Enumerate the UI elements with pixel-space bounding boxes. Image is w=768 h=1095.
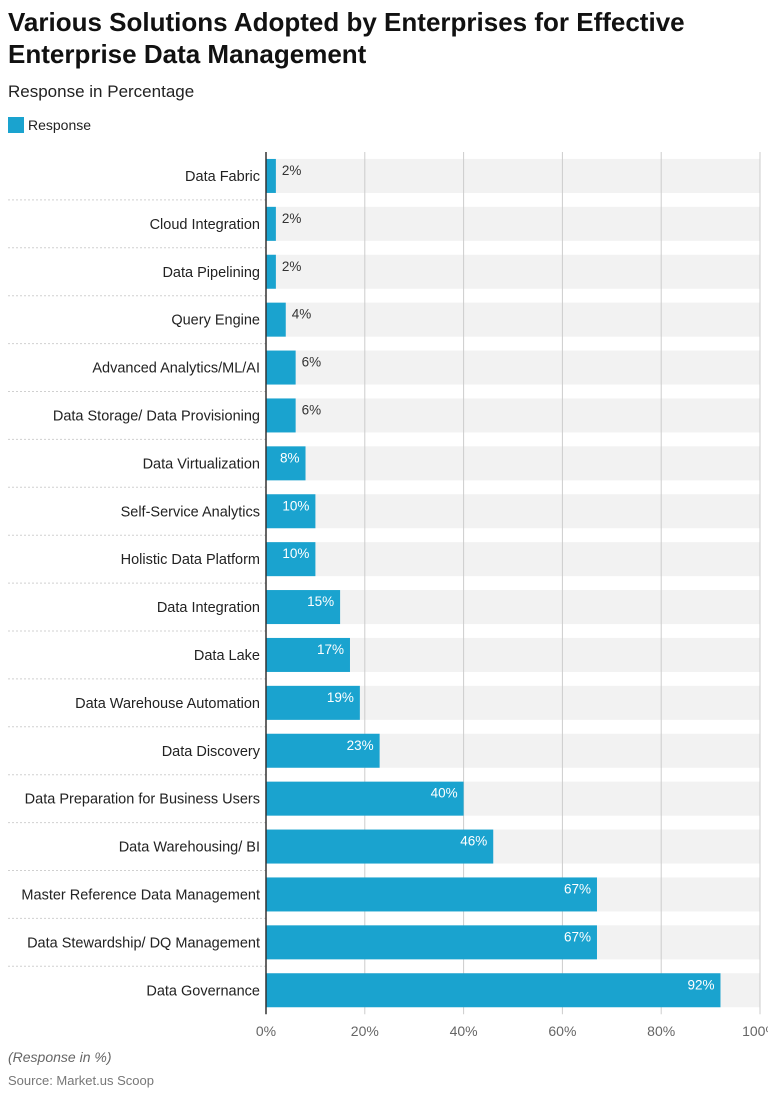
category-label: Data Virtualization bbox=[143, 456, 260, 472]
chart-title: Various Solutions Adopted by Enterprises… bbox=[8, 7, 685, 69]
bar bbox=[266, 158, 276, 193]
category-label: Data Discovery bbox=[162, 744, 261, 760]
bar bbox=[266, 829, 494, 864]
value-label: 23% bbox=[347, 738, 374, 753]
value-label: 4% bbox=[292, 307, 312, 322]
value-label: 6% bbox=[302, 355, 322, 370]
bar bbox=[266, 925, 597, 960]
x-tick-label: 40% bbox=[450, 1023, 478, 1039]
value-label: 2% bbox=[282, 211, 302, 226]
bar bbox=[266, 685, 360, 720]
bar bbox=[266, 254, 276, 289]
value-label: 19% bbox=[327, 690, 354, 705]
x-tick-label: 60% bbox=[548, 1023, 576, 1039]
category-label: Data Warehousing/ BI bbox=[119, 840, 260, 856]
bar-track bbox=[266, 398, 760, 433]
value-label: 8% bbox=[280, 450, 300, 465]
bar-track bbox=[266, 206, 760, 241]
bar bbox=[266, 446, 306, 481]
category-label: Data Lake bbox=[194, 648, 260, 664]
category-label: Data Warehouse Automation bbox=[75, 696, 260, 712]
bar-chart: Data Fabric 2% Cloud Integration 2% Data Pip… bbox=[8, 152, 768, 1039]
value-label: 17% bbox=[317, 642, 344, 657]
bar bbox=[266, 398, 296, 433]
category-label: Self-Service Analytics bbox=[121, 504, 260, 520]
category-label: Data Governance bbox=[146, 983, 260, 999]
value-label: 92% bbox=[687, 977, 714, 992]
bar-track bbox=[266, 254, 760, 289]
bar-track bbox=[266, 542, 760, 577]
value-label: 67% bbox=[564, 881, 591, 896]
footnote: (Response in %) bbox=[8, 1049, 112, 1065]
value-label: 6% bbox=[302, 402, 322, 417]
value-label: 15% bbox=[307, 594, 334, 609]
source-text: Source: Market.us Scoop bbox=[8, 1073, 154, 1088]
category-label: Data Storage/ Data Provisioning bbox=[53, 408, 260, 424]
value-label: 2% bbox=[282, 163, 302, 178]
bar bbox=[266, 350, 296, 385]
value-label: 40% bbox=[431, 786, 458, 801]
bar bbox=[266, 877, 597, 912]
category-label: Holistic Data Platform bbox=[121, 552, 260, 568]
category-label: Query Engine bbox=[171, 313, 260, 329]
bar-track bbox=[266, 446, 760, 481]
value-label: 46% bbox=[460, 834, 487, 849]
bar bbox=[266, 494, 316, 529]
bar-track bbox=[266, 302, 760, 337]
category-label: Advanced Analytics/ML/AI bbox=[92, 361, 260, 377]
legend-label: Response bbox=[28, 117, 92, 133]
legend-swatch bbox=[8, 117, 24, 133]
bar-track bbox=[266, 494, 760, 529]
bar bbox=[266, 302, 286, 337]
bar bbox=[266, 733, 380, 768]
x-tick-label: 20% bbox=[351, 1023, 379, 1039]
category-label: Data Preparation for Business Users bbox=[25, 792, 260, 808]
chart-subtitle: Response in Percentage bbox=[8, 82, 195, 101]
bar bbox=[266, 206, 276, 241]
x-tick-label: 0% bbox=[256, 1023, 276, 1039]
category-label: Data Stewardship/ DQ Management bbox=[27, 935, 260, 951]
bar bbox=[266, 637, 350, 672]
category-label: Master Reference Data Management bbox=[21, 887, 260, 903]
legend: Response bbox=[8, 117, 91, 133]
value-label: 67% bbox=[564, 929, 591, 944]
value-label: 10% bbox=[282, 498, 309, 513]
category-label: Data Pipelining bbox=[162, 265, 260, 281]
category-label: Cloud Integration bbox=[150, 217, 260, 233]
bar-track bbox=[266, 158, 760, 193]
bar bbox=[266, 590, 341, 625]
value-label: 10% bbox=[282, 546, 309, 561]
bar bbox=[266, 542, 316, 577]
bar-track bbox=[266, 590, 760, 625]
bar-track bbox=[266, 350, 760, 385]
category-label: Data Integration bbox=[157, 600, 260, 616]
value-label: 2% bbox=[282, 259, 302, 274]
category-label: Data Fabric bbox=[185, 169, 260, 185]
x-tick-label: 100% bbox=[742, 1023, 768, 1039]
bar bbox=[266, 781, 464, 816]
x-tick-label: 80% bbox=[647, 1023, 675, 1039]
bar bbox=[266, 973, 721, 1008]
